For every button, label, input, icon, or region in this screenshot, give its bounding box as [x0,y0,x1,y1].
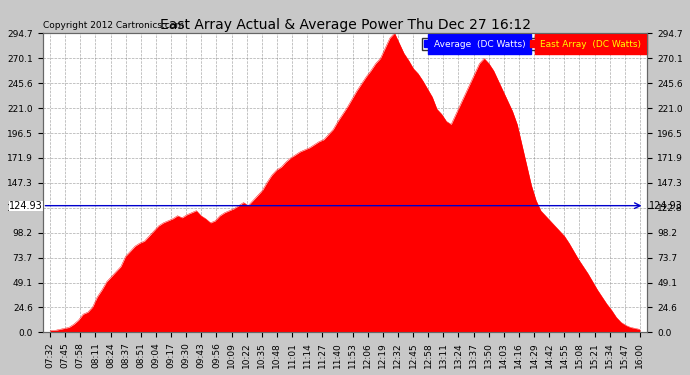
Text: 124.93: 124.93 [649,201,682,211]
Title: East Array Actual & Average Power Thu Dec 27 16:12: East Array Actual & Average Power Thu De… [159,18,531,32]
Text: Copyright 2012 Cartronics.com: Copyright 2012 Cartronics.com [43,21,184,30]
Text: 124.93: 124.93 [9,201,43,211]
Legend: Average  (DC Watts), East Array  (DC Watts): Average (DC Watts), East Array (DC Watts… [422,38,643,51]
